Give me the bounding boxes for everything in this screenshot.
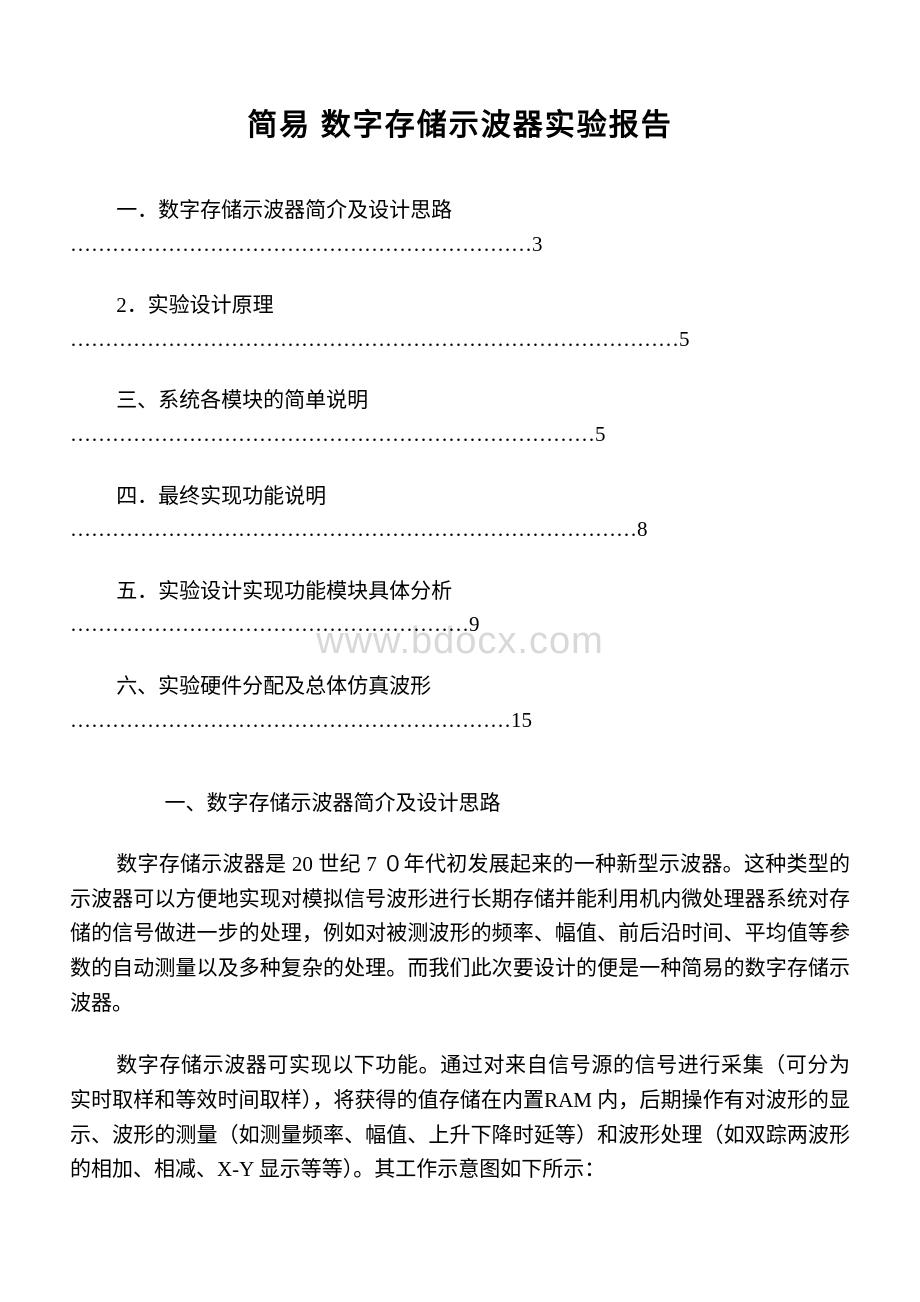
- toc-item: 三、系统各模块的简单说明 …………………………………………………………………5: [70, 384, 850, 451]
- document-title: 简易 数字存储示波器实验报告: [70, 100, 850, 144]
- toc-dots: ……………………………………………………………………………5: [70, 323, 850, 357]
- toc-dots: ………………………………………………………………………8: [70, 513, 850, 547]
- toc-item: 五．实验设计实现功能模块具体分析 …………………………………………………9: [70, 575, 850, 642]
- toc-label: 2．实验设计原理: [70, 289, 850, 323]
- table-of-contents: 一．数字存储示波器简介及设计思路 …………………………………………………………3…: [70, 194, 850, 737]
- toc-dots: …………………………………………………9: [70, 608, 850, 642]
- toc-label: 五．实验设计实现功能模块具体分析: [70, 575, 850, 609]
- section-heading: 一、数字存储示波器简介及设计思路: [70, 787, 850, 817]
- toc-label: 六、实验硬件分配及总体仿真波形: [70, 670, 850, 704]
- body-paragraph: 数字存储示波器可实现以下功能。通过对来自信号源的信号进行采集（可分为实时取样和等…: [70, 1048, 850, 1187]
- toc-dots: …………………………………………………………………5: [70, 418, 850, 452]
- toc-item: 六、实验硬件分配及总体仿真波形 ………………………………………………………15: [70, 670, 850, 737]
- toc-item: 2．实验设计原理 ……………………………………………………………………………5: [70, 289, 850, 356]
- toc-label: 三、系统各模块的简单说明: [70, 384, 850, 418]
- toc-dots: ………………………………………………………15: [70, 704, 850, 738]
- toc-label: 一．数字存储示波器简介及设计思路: [70, 194, 850, 228]
- toc-item: 四．最终实现功能说明 ………………………………………………………………………8: [70, 480, 850, 547]
- toc-dots: …………………………………………………………3: [70, 228, 850, 262]
- body-paragraph: 数字存储示波器是 20 世纪 7 ０年代初发展起来的一种新型示波器。这种类型的示…: [70, 847, 850, 1020]
- toc-label: 四．最终实现功能说明: [70, 480, 850, 514]
- toc-item: 一．数字存储示波器简介及设计思路 …………………………………………………………3: [70, 194, 850, 261]
